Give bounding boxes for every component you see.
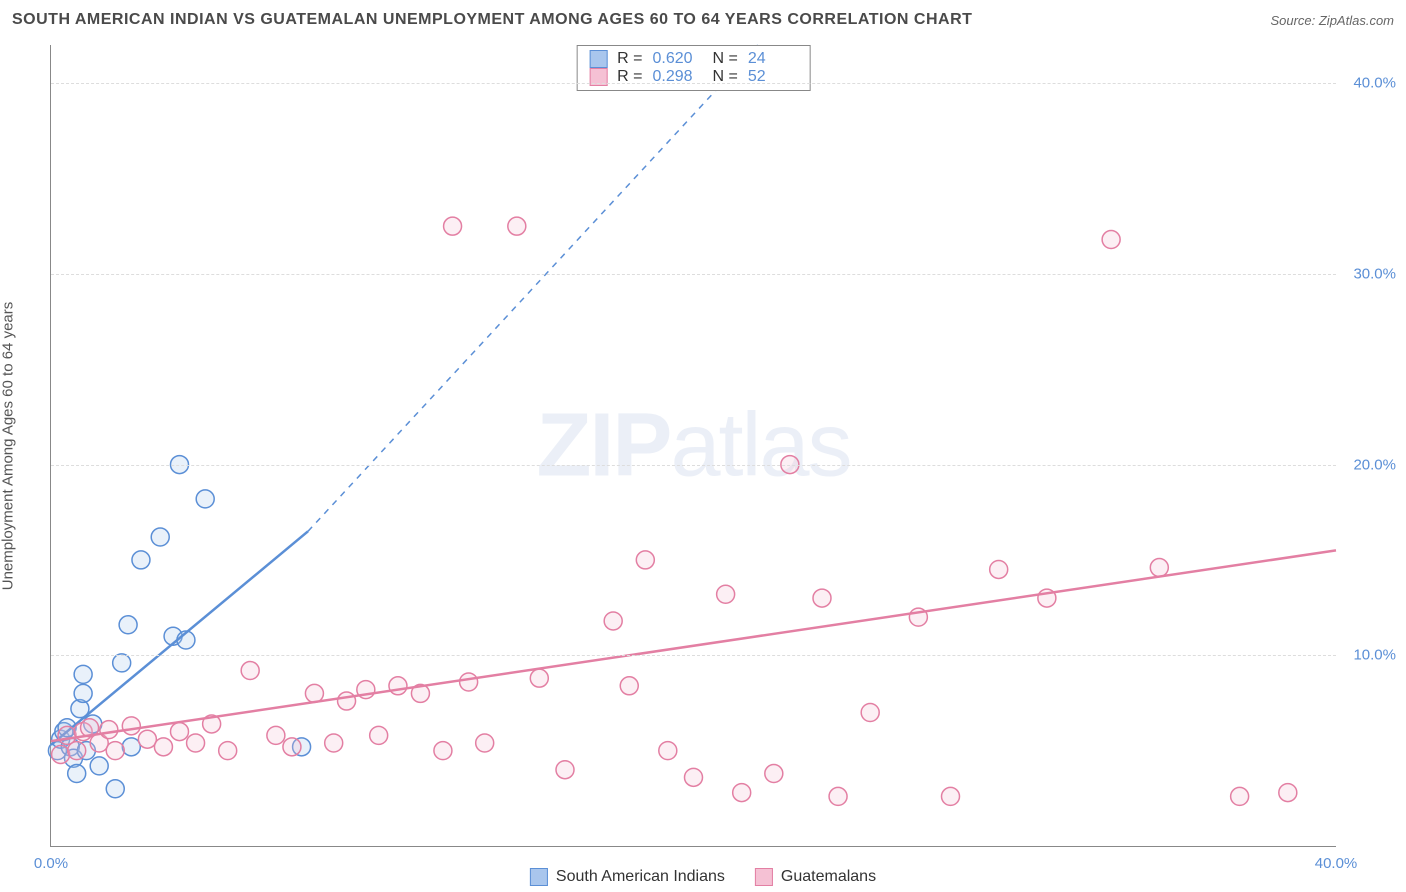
scatter-point (338, 692, 356, 710)
scatter-point (829, 787, 847, 805)
scatter-point (267, 726, 285, 744)
scatter-point (813, 589, 831, 607)
scatter-point (685, 768, 703, 786)
stat-r-value: 0.620 (653, 50, 703, 68)
scatter-point (325, 734, 343, 752)
scatter-point (434, 742, 452, 760)
scatter-point (187, 734, 205, 752)
legend-item: Guatemalans (755, 868, 876, 886)
scatter-point (113, 654, 131, 672)
stats-row: R = 0.620 N = 24 (589, 50, 798, 68)
scatter-point (196, 490, 214, 508)
scatter-point (119, 616, 137, 634)
legend-item: South American Indians (530, 868, 725, 886)
scatter-point (106, 742, 124, 760)
scatter-point (460, 673, 478, 691)
scatter-point (717, 585, 735, 603)
source-label: Source: ZipAtlas.com (1270, 13, 1394, 28)
scatter-svg (51, 45, 1336, 846)
legend-label: South American Indians (556, 868, 725, 886)
stat-n-value: 24 (748, 50, 798, 68)
y-tick-label: 40.0% (1353, 75, 1396, 92)
scatter-point (132, 551, 150, 569)
legend-bottom: South American Indians Guatemalans (530, 868, 876, 886)
scatter-point (508, 217, 526, 235)
scatter-point (636, 551, 654, 569)
scatter-point (1279, 784, 1297, 802)
trend-line-extrapolated (308, 45, 758, 531)
scatter-point (122, 738, 140, 756)
gridline (51, 83, 1336, 84)
gridline (51, 465, 1336, 466)
x-tick-label: 40.0% (1315, 855, 1358, 872)
scatter-point (68, 742, 86, 760)
scatter-point (370, 726, 388, 744)
scatter-point (171, 723, 189, 741)
scatter-point (305, 684, 323, 702)
scatter-point (659, 742, 677, 760)
scatter-point (1150, 559, 1168, 577)
gridline (51, 274, 1336, 275)
scatter-point (106, 780, 124, 798)
trend-line (51, 531, 308, 745)
scatter-point (861, 704, 879, 722)
scatter-point (1231, 787, 1249, 805)
scatter-point (556, 761, 574, 779)
legend-swatch (755, 868, 773, 886)
scatter-point (1102, 231, 1120, 249)
scatter-point (151, 528, 169, 546)
scatter-point (74, 684, 92, 702)
chart-title: SOUTH AMERICAN INDIAN VS GUATEMALAN UNEM… (12, 11, 972, 29)
scatter-point (74, 665, 92, 683)
scatter-point (389, 677, 407, 695)
scatter-point (620, 677, 638, 695)
legend-label: Guatemalans (781, 868, 876, 886)
scatter-point (604, 612, 622, 630)
scatter-point (219, 742, 237, 760)
x-tick-label: 0.0% (34, 855, 68, 872)
legend-swatch (530, 868, 548, 886)
scatter-point (68, 765, 86, 783)
scatter-point (476, 734, 494, 752)
scatter-point (154, 738, 172, 756)
scatter-point (444, 217, 462, 235)
y-tick-label: 10.0% (1353, 647, 1396, 664)
scatter-point (138, 730, 156, 748)
scatter-point (765, 765, 783, 783)
trend-line (51, 550, 1336, 741)
scatter-point (122, 717, 140, 735)
stat-r-label: R = (617, 50, 642, 68)
scatter-point (530, 669, 548, 687)
scatter-point (283, 738, 301, 756)
scatter-point (90, 757, 108, 775)
stat-n-label: N = (713, 50, 738, 68)
scatter-point (100, 721, 118, 739)
scatter-point (241, 662, 259, 680)
scatter-point (990, 560, 1008, 578)
gridline (51, 655, 1336, 656)
y-tick-label: 20.0% (1353, 456, 1396, 473)
plot-area: ZIPatlas R =0.620N =24R =0.298N =52 10.0… (50, 45, 1336, 847)
legend-swatch (589, 50, 607, 68)
y-tick-label: 30.0% (1353, 265, 1396, 282)
scatter-point (52, 745, 70, 763)
scatter-point (942, 787, 960, 805)
scatter-point (733, 784, 751, 802)
